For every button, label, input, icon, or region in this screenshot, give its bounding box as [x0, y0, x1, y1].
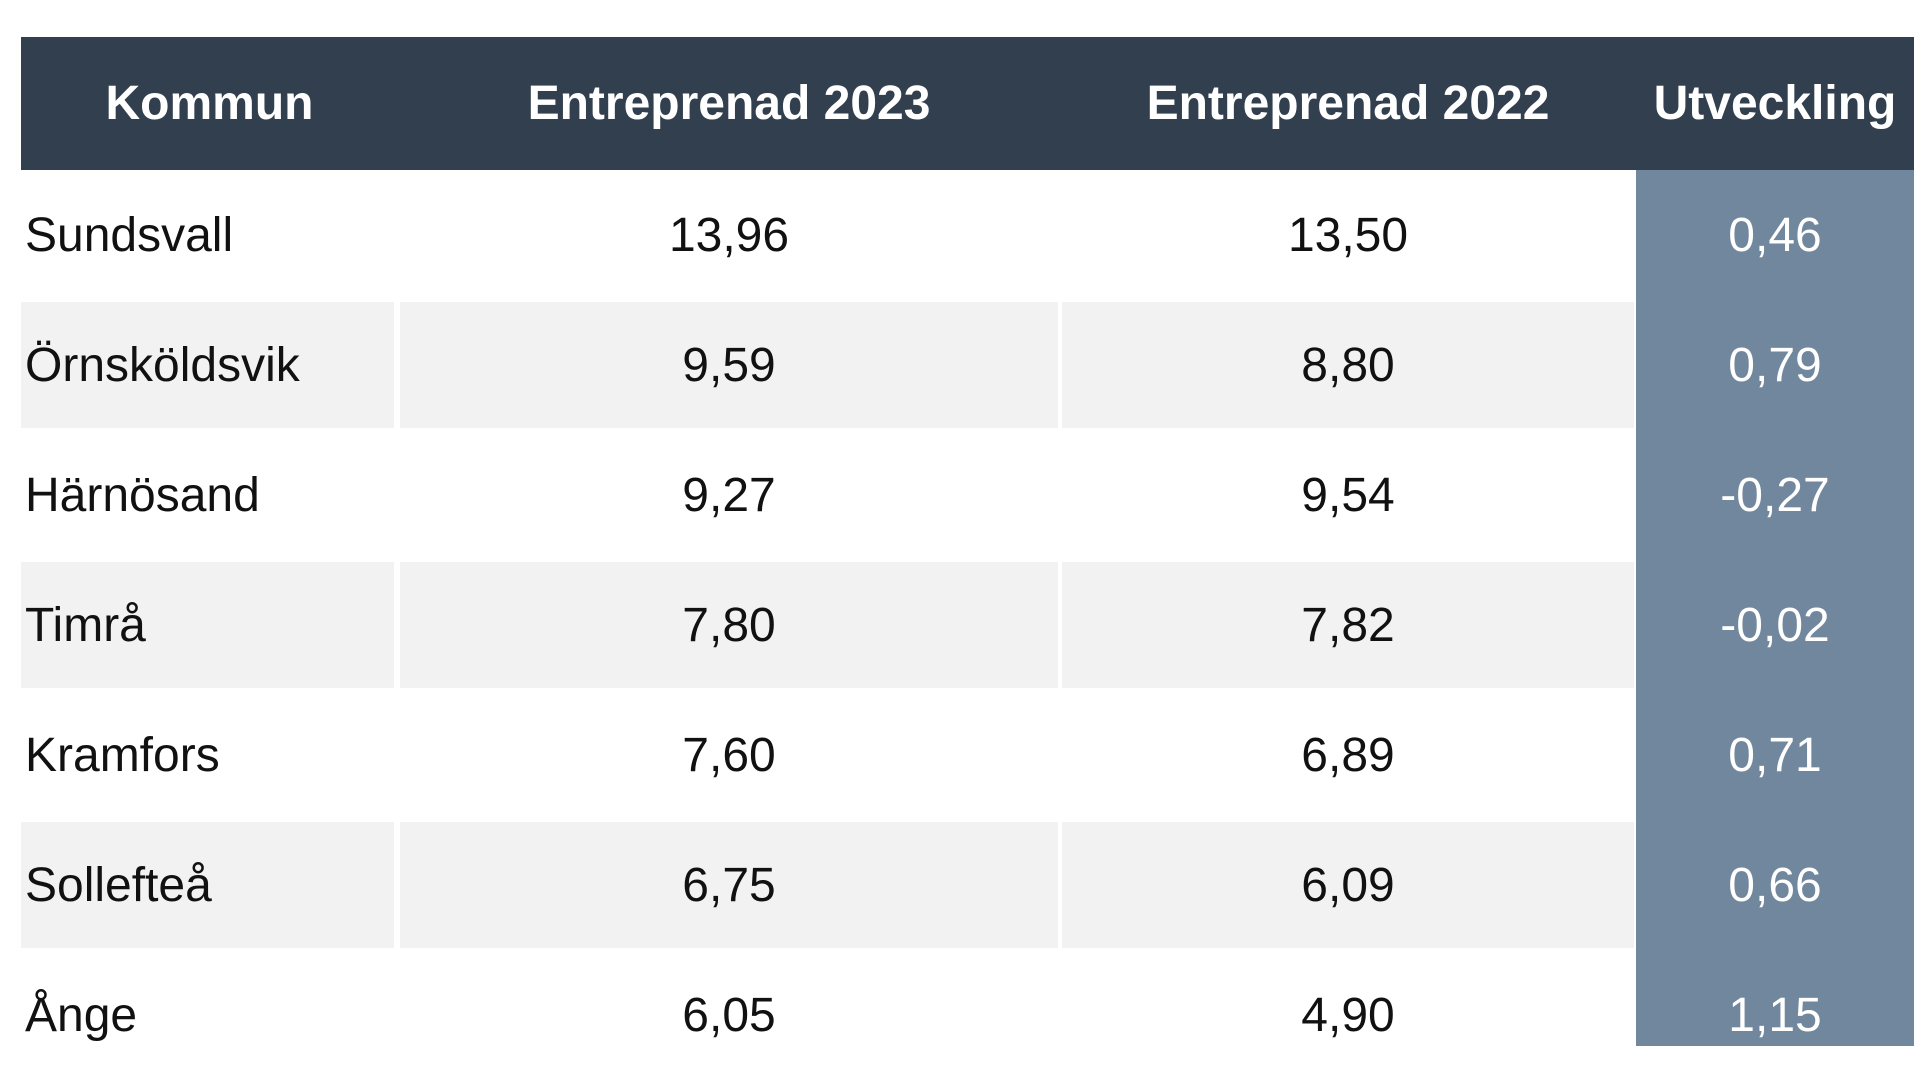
change-cell: 1,15: [1636, 950, 1914, 1046]
value-cell: 9,27: [400, 432, 1058, 558]
value-cell: 6,89: [1062, 692, 1634, 818]
table: Kommun Entreprenad 2023 Entreprenad 2022 Ut…: [21, 37, 1914, 1046]
value-cell: 6,09: [1062, 822, 1634, 948]
value-cell: 13,96: [400, 172, 1058, 298]
header-cell: Utveckling: [1636, 37, 1914, 170]
header-cell: Entreprenad 2022: [1060, 37, 1636, 170]
value-cell: 6,75: [400, 822, 1058, 948]
change-cell: -0,27: [1636, 430, 1914, 560]
municipality-cell: Sollefteå: [21, 822, 394, 948]
header-cell: Kommun: [21, 37, 398, 170]
municipality-cell: Härnösand: [21, 432, 394, 558]
municipality-cell: Timrå: [21, 562, 394, 688]
change-cell: 0,66: [1636, 820, 1914, 950]
municipality-cell: Sundsvall: [21, 172, 394, 298]
value-cell: 9,54: [1062, 432, 1634, 558]
value-cell: 4,90: [1062, 952, 1634, 1046]
value-cell: 7,60: [400, 692, 1058, 818]
municipality-cell: Kramfors: [21, 692, 394, 818]
municipality-cell: Örnsköldsvik: [21, 302, 394, 428]
change-cell: 0,71: [1636, 690, 1914, 820]
value-cell: 6,05: [400, 952, 1058, 1046]
header-cell: Entreprenad 2023: [398, 37, 1060, 170]
value-cell: 8,80: [1062, 302, 1634, 428]
change-cell: -0,02: [1636, 560, 1914, 690]
value-cell: 7,82: [1062, 562, 1634, 688]
value-cell: 7,80: [400, 562, 1058, 688]
value-cell: 9,59: [400, 302, 1058, 428]
change-cell: 0,46: [1636, 170, 1914, 300]
change-cell: 0,79: [1636, 300, 1914, 430]
value-cell: 13,50: [1062, 172, 1634, 298]
municipality-cell: Ånge: [21, 952, 394, 1046]
